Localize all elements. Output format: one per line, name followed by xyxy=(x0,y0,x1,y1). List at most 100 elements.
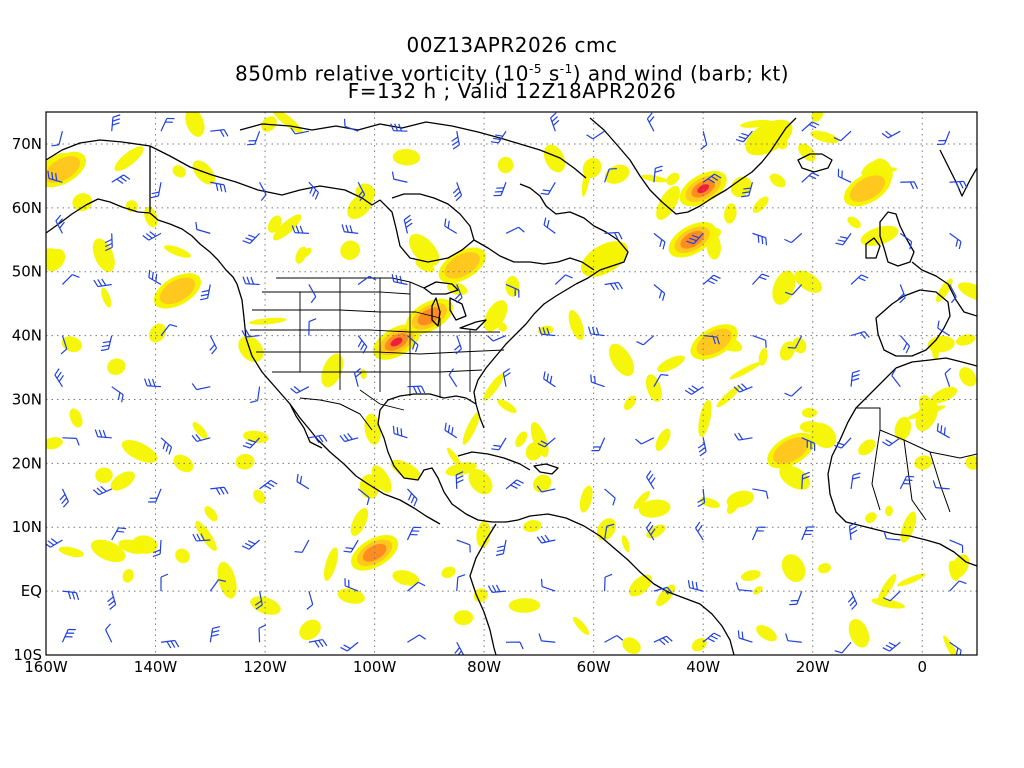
wind-barb xyxy=(357,181,366,201)
vorticity-patch xyxy=(468,469,493,495)
vorticity-patch xyxy=(533,474,552,493)
wind-barb xyxy=(61,628,76,643)
lat-label: 50N xyxy=(12,263,42,281)
vorticity-patch xyxy=(101,287,112,308)
vorticity-patch xyxy=(250,596,281,615)
vorticity-patch xyxy=(46,248,66,268)
vorticity-patch xyxy=(476,521,491,548)
vorticity-patch xyxy=(955,334,976,346)
wind-barb xyxy=(454,335,462,355)
coast-uk xyxy=(879,211,915,267)
coast-south-america xyxy=(517,513,735,655)
wind-barb xyxy=(848,521,858,541)
wind-barb xyxy=(160,324,178,336)
wind-barb xyxy=(536,534,556,544)
coast-mexico-west xyxy=(317,439,441,525)
wind-barb xyxy=(62,437,80,446)
vorticity-patch xyxy=(453,610,474,626)
wind-barb xyxy=(604,523,615,541)
coast-south-america-west xyxy=(469,523,497,655)
wind-barb xyxy=(111,527,127,541)
great-lake-huron xyxy=(449,297,467,321)
wind-barb xyxy=(835,233,852,246)
wind-barb xyxy=(392,425,408,439)
us-state-boundaries xyxy=(250,278,505,411)
wind-barb xyxy=(209,579,227,592)
wind-barb xyxy=(104,233,113,252)
vorticity-patch xyxy=(666,172,680,186)
wind-barb xyxy=(160,437,173,455)
vorticity-patch xyxy=(753,586,763,595)
vorticity-patch xyxy=(699,497,720,508)
wind-barb xyxy=(789,590,803,606)
vorticity-patch xyxy=(415,259,435,273)
wind-barb xyxy=(62,590,80,601)
wind-barb xyxy=(653,284,666,301)
plot-frame xyxy=(45,111,978,656)
coast-greenland xyxy=(589,117,797,215)
wind-barb xyxy=(900,181,919,190)
coast-iceland xyxy=(797,153,833,173)
wind-barb xyxy=(191,434,211,442)
wind-barb xyxy=(653,165,663,183)
vorticity-patch xyxy=(965,455,977,470)
vorticity-patch xyxy=(645,374,662,402)
vorticity-patch xyxy=(865,512,877,523)
wind-barb xyxy=(784,284,803,296)
title-text-c: ) and wind (barb; kt) xyxy=(572,61,790,86)
vorticity-patch xyxy=(483,300,508,332)
lat-label: 40N xyxy=(12,327,42,345)
wind-barb xyxy=(487,584,507,593)
vorticity-patch xyxy=(772,270,796,305)
wind-barb xyxy=(686,232,704,245)
title-exponent-b: -1 xyxy=(559,62,573,76)
wind-barb xyxy=(550,112,560,132)
vorticity-patch xyxy=(107,358,126,375)
wind-barb xyxy=(735,582,753,592)
wind-barb xyxy=(290,386,310,394)
wind-barb xyxy=(697,488,706,508)
wind-barb xyxy=(143,378,162,388)
wind-barb xyxy=(891,368,901,388)
vorticity-patch xyxy=(364,413,381,445)
wind-barb xyxy=(735,130,753,143)
coast-hudson-bay xyxy=(379,193,475,263)
wind-barb xyxy=(636,335,655,346)
wind-barb xyxy=(407,634,426,643)
wind-barb xyxy=(391,274,408,286)
title-exponent-a: -5 xyxy=(529,62,542,76)
wind-barb xyxy=(702,632,721,643)
wind-barb xyxy=(294,539,310,553)
wind-barb xyxy=(59,488,69,508)
vorticity-patch xyxy=(622,637,641,654)
vorticity-patch xyxy=(716,385,741,408)
coast-alaska xyxy=(46,198,238,285)
wind-barb xyxy=(111,114,121,132)
wind-barb xyxy=(241,329,260,338)
wind-barb xyxy=(452,182,463,202)
lat-label: 10S xyxy=(13,646,42,664)
wind-barb xyxy=(308,318,317,336)
wind-barb xyxy=(882,641,901,652)
wind-barb xyxy=(241,539,260,550)
wind-barb xyxy=(250,386,261,404)
coast-baja xyxy=(289,403,323,449)
coast-scandinavia xyxy=(939,149,977,197)
vorticity-patch xyxy=(758,348,768,366)
vorticity-patch xyxy=(799,421,821,433)
map-title-line-2: 850mb relative vorticity (10-5 s-1) and … xyxy=(0,58,1024,85)
wind-barb xyxy=(505,283,520,298)
vorticity-patch xyxy=(781,554,806,583)
wind-barb xyxy=(160,117,175,132)
vorticity-patch xyxy=(121,440,158,463)
vorticity-patch xyxy=(267,215,282,233)
wind-barb xyxy=(104,623,113,643)
vorticity-patch xyxy=(752,196,769,213)
vorticity-patch xyxy=(871,598,905,609)
wind-barb xyxy=(937,320,950,337)
wind-barb xyxy=(456,539,471,553)
wind-barb xyxy=(455,471,464,489)
wind-barb xyxy=(247,130,261,146)
